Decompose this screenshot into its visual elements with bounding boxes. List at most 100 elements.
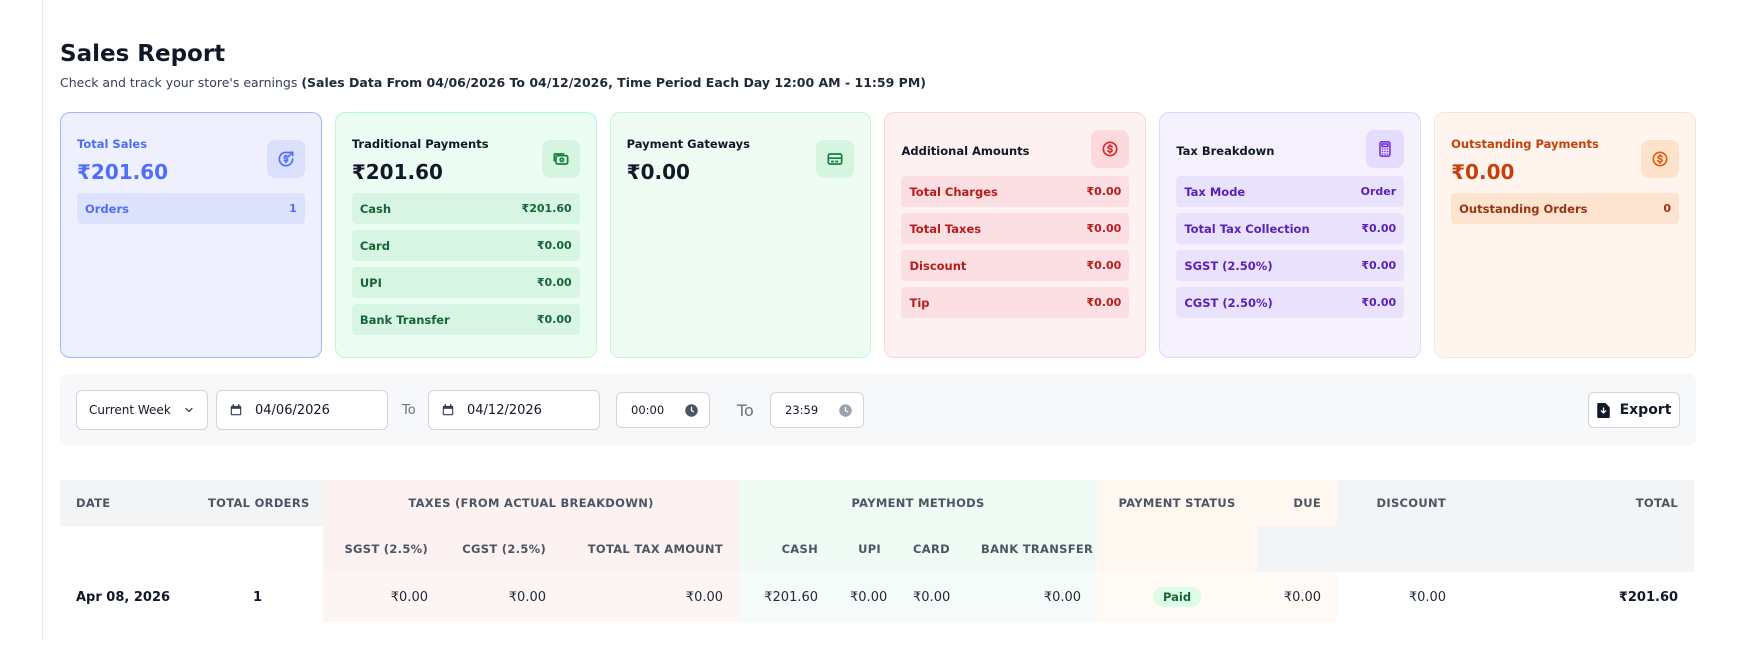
col-cash: CASH [739, 526, 835, 572]
row-value: ₹0.00 [1086, 185, 1122, 198]
row-label: Cash [359, 201, 392, 216]
card-label: Payment Gateways [626, 137, 751, 151]
card-amount: ₹201.60 [77, 160, 169, 184]
card-amount: ₹0.00 [626, 160, 690, 184]
additional-amounts-card: Additional Amounts Total Charges ₹0.00 To… [884, 112, 1147, 358]
date-to-label: To [402, 402, 416, 418]
chevron-down-icon [185, 407, 193, 413]
row-value: ₹0.00 [1086, 296, 1122, 309]
card-amount: ₹0.00 [1451, 160, 1515, 184]
cell-card: ₹0.00 [897, 572, 966, 622]
clock-icon [685, 403, 698, 417]
cell-orders: 1 [252, 589, 263, 605]
cell-cash: ₹201.60 [739, 572, 835, 622]
start-date-input[interactable]: 04/06/2026 [216, 390, 388, 430]
subheader-empty [192, 526, 323, 572]
row-value: ₹0.00 [1086, 222, 1122, 235]
cell-sgst: ₹0.00 [323, 572, 444, 622]
dollar-refresh-icon [266, 140, 305, 178]
cell-date: Apr 08, 2026 [76, 589, 171, 605]
row-value: ₹0.00 [536, 313, 572, 326]
row-label: CGST (2.50%) [1184, 295, 1273, 310]
outstanding-payments-card: Outstanding Payments ₹0.00 Outstanding O… [1434, 112, 1696, 358]
row-label: Tip [909, 295, 930, 310]
subheader-empty [1257, 526, 1338, 572]
subheader-empty [1097, 526, 1258, 572]
row-value: ₹0.00 [1086, 259, 1122, 272]
period-value: Current Week [89, 403, 171, 417]
dollar-circle-icon [1091, 130, 1130, 168]
table-subheader-row: SGST (2.5%) CGST (2.5%) TOTAL TAX AMOUNT… [60, 526, 1695, 572]
tax-mode-row: Tax Mode Order [1176, 176, 1405, 207]
status-badge: Paid [1153, 587, 1202, 607]
row-value: ₹0.00 [1361, 259, 1397, 272]
credit-card-icon [816, 140, 855, 178]
cash-icon [541, 140, 580, 178]
total-tax-collection-row: Total Tax Collection ₹0.00 [1176, 213, 1405, 244]
start-time-value: 00:00 [631, 403, 665, 417]
start-time-input[interactable]: 00:00 [616, 392, 710, 428]
row-label: Total Charges [909, 184, 998, 199]
sgst-row: SGST (2.50%) ₹0.00 [1176, 250, 1405, 281]
card-label: Additional Amounts [901, 144, 1030, 158]
calendar-icon [230, 404, 242, 416]
subtitle-text: Check and track your store's earnings [60, 75, 298, 90]
cell-discount: ₹0.00 [1408, 589, 1447, 605]
col-discount: DISCOUNT [1337, 480, 1463, 526]
row-value: 0 [1663, 202, 1671, 215]
row-label: Outstanding Orders [1459, 201, 1588, 216]
outstanding-orders-row: Outstanding Orders 0 [1451, 193, 1679, 224]
col-card: CARD [897, 526, 966, 572]
clock-icon [839, 403, 852, 417]
card-label: Outstanding Payments [1451, 137, 1599, 151]
subheader-empty [60, 526, 192, 572]
col-payment-status: PAYMENT STATUS [1097, 480, 1258, 526]
row-label: Total Tax Collection [1184, 221, 1310, 236]
period-select[interactable]: Current Week [76, 390, 208, 430]
cell-bank: ₹0.00 [965, 572, 1098, 622]
end-time-input[interactable]: 23:59 [770, 392, 864, 428]
card-row: Card ₹0.00 [351, 230, 580, 261]
start-date-value: 04/06/2026 [255, 402, 330, 418]
traditional-payments-card: Traditional Payments ₹201.60 Cash ₹201.60… [334, 112, 597, 358]
tip-row: Tip ₹0.00 [901, 287, 1130, 318]
col-taxes-group: TAXES (FROM ACTUAL BREAKDOWN) [323, 480, 740, 526]
upi-row: UPI ₹0.00 [351, 267, 580, 298]
col-total-orders: TOTAL ORDERS [192, 480, 323, 526]
table-header-row: DATE TOTAL ORDERS TAXES (FROM ACTUAL BRE… [60, 480, 1695, 526]
end-date-input[interactable]: 04/12/2026 [428, 390, 600, 430]
card-amount: ₹201.60 [351, 160, 443, 184]
calendar-icon [442, 404, 454, 416]
col-payment-methods-group: PAYMENT METHODS [739, 480, 1098, 526]
cell-upi: ₹0.00 [834, 572, 898, 622]
export-label: Export [1619, 402, 1672, 418]
subheader-empty [1462, 526, 1695, 572]
card-label: Total Sales [77, 137, 148, 151]
dollar-circle-icon [1640, 140, 1679, 178]
col-total-tax: TOTAL TAX AMOUNT [562, 526, 740, 572]
col-due: DUE [1257, 480, 1338, 526]
col-sgst: SGST (2.5%) [323, 526, 444, 572]
row-value: ₹201.60 [521, 202, 572, 215]
time-to-label: To [737, 400, 754, 420]
row-label: Bank Transfer [359, 312, 450, 327]
col-date: DATE [60, 480, 192, 526]
cell-status: Paid [1097, 572, 1258, 622]
col-bank-transfer: BANK TRANSFER [965, 526, 1098, 572]
total-taxes-row: Total Taxes ₹0.00 [901, 213, 1130, 244]
row-value: ₹0.00 [536, 239, 572, 252]
row-label: UPI [359, 275, 382, 290]
row-label: Total Taxes [909, 221, 982, 236]
bank-transfer-row: Bank Transfer ₹0.00 [351, 304, 580, 335]
row-value: ₹0.00 [1361, 222, 1397, 235]
row-label: Card [359, 238, 390, 253]
card-label: Tax Breakdown [1176, 144, 1275, 158]
col-cgst: CGST (2.5%) [444, 526, 562, 572]
end-time-value: 23:59 [785, 403, 819, 417]
row-label: Orders [85, 201, 129, 216]
export-button[interactable]: Export [1588, 392, 1680, 428]
row-label: Tax Mode [1184, 184, 1246, 199]
cash-row: Cash ₹201.60 [351, 193, 580, 224]
tax-breakdown-card: Tax Breakdown Tax Mode Order Total Tax Co… [1159, 112, 1422, 358]
col-total: TOTAL [1462, 480, 1695, 526]
